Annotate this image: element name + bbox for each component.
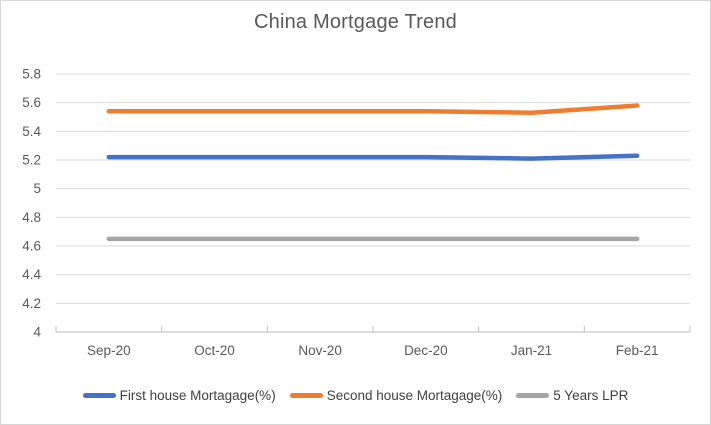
x-axis-tick-label: Feb-21 (616, 343, 659, 358)
legend-label: 5 Years LPR (553, 388, 629, 403)
y-axis-tick-label: 5.4 (22, 124, 41, 139)
legend-item-lpr: 5 Years LPR (516, 388, 628, 403)
line-marker-icon (82, 393, 116, 398)
line-marker-icon (289, 393, 323, 398)
y-axis-tick-label: 5.8 (22, 67, 41, 82)
chart-title: China Mortgage Trend (253, 11, 457, 33)
x-axis-tick-label: Dec-20 (404, 343, 448, 358)
legend-item-second-house: Second house Mortagage(%) (289, 388, 503, 403)
y-axis-tick-label: 5.2 (22, 153, 41, 168)
series-line-1 (106, 103, 640, 115)
series-line-0 (106, 153, 640, 161)
line-marker-icon (516, 393, 550, 398)
legend-label: Second house Mortagage(%) (326, 388, 503, 403)
legend: First house Mortagage(%) Second house Mo… (1, 388, 710, 403)
legend-label: First house Mortagage(%) (119, 388, 276, 403)
x-axis-tick-label: Sep-20 (87, 343, 131, 358)
x-axis-tick-label: Oct-20 (194, 343, 235, 358)
y-axis-tick-label: 4.6 (22, 239, 41, 254)
legend-item-first-house: First house Mortagage(%) (82, 388, 276, 403)
y-axis-tick-label: 4 (33, 325, 41, 340)
x-axis-tick-label: Nov-20 (298, 343, 342, 358)
y-axis-tick-label: 5.6 (22, 95, 41, 110)
y-axis-tick-label: 5 (33, 181, 41, 196)
y-axis-tick-label: 4.8 (22, 210, 41, 225)
x-axis-tick-label: Jan-21 (511, 343, 552, 358)
y-axis-tick-label: 4.2 (22, 296, 41, 311)
y-axis-tick-label: 4.4 (22, 267, 41, 282)
